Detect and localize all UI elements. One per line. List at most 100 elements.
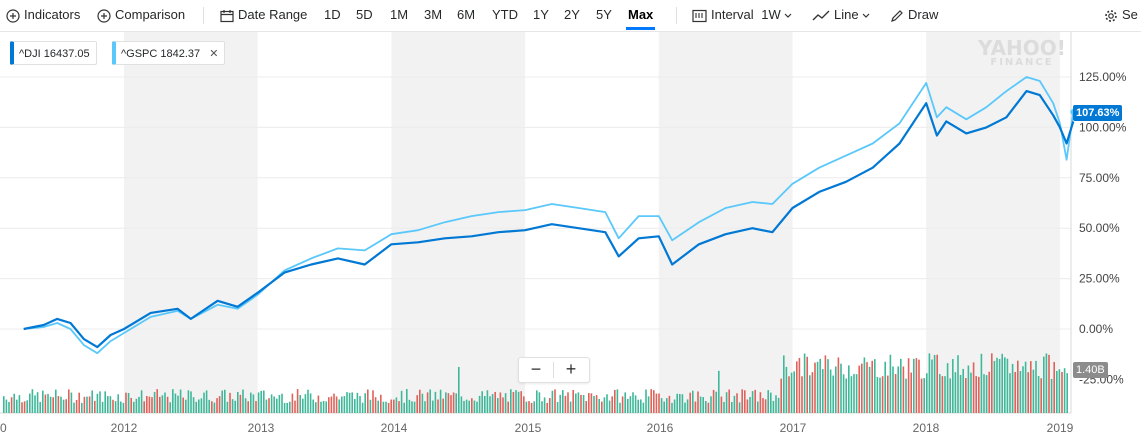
- volume-bar: [283, 402, 286, 413]
- volume-bar: [546, 402, 548, 413]
- toolbar-divider: [676, 7, 677, 24]
- volume-bar: [315, 402, 317, 413]
- volume-bar: [23, 401, 26, 413]
- volume-bar: [252, 394, 255, 413]
- range-1d[interactable]: 1D: [324, 7, 341, 22]
- last-value-badge: 107.63%: [1073, 105, 1123, 121]
- volume-bar: [694, 401, 697, 413]
- volume-bar: [5, 399, 8, 413]
- volume-bar: [543, 397, 546, 413]
- legend-chip-dji[interactable]: ^DJI 16437.05: [10, 41, 97, 65]
- volume-bar: [408, 399, 411, 413]
- indicators-button[interactable]: Indicators: [6, 0, 80, 30]
- legend-value: 16437.05: [43, 48, 90, 60]
- volume-bar: [598, 398, 600, 413]
- volume-bar: [554, 389, 556, 413]
- x-tick-label: 2018: [913, 421, 940, 435]
- volume-bar: [764, 399, 767, 413]
- y-tick-label: 50.00%: [1079, 221, 1120, 235]
- x-tick-label: 2017: [780, 421, 807, 435]
- volume-bar: [34, 395, 36, 413]
- volume-bar: [946, 363, 949, 413]
- volume-bar: [515, 390, 517, 413]
- volume-bar: [507, 401, 509, 413]
- volume-bar: [151, 397, 153, 413]
- volume-bar: [237, 391, 239, 413]
- volume-bar: [741, 389, 743, 413]
- series-line-dji: [23, 90, 1075, 349]
- volume-bar: [525, 401, 528, 413]
- range-5y[interactable]: 5Y: [596, 7, 612, 22]
- volume-bar: [975, 376, 977, 413]
- volume-bar: [286, 402, 288, 413]
- volume-bar: [270, 394, 273, 413]
- date-range-button[interactable]: Date Range: [220, 0, 307, 30]
- volume-bar: [985, 375, 988, 413]
- volume-bar: [429, 389, 431, 413]
- interval-button[interactable]: Interval 1W: [692, 0, 792, 30]
- comparison-button[interactable]: Comparison: [97, 0, 185, 30]
- chart-type-button[interactable]: Line: [812, 0, 870, 30]
- volume-bar: [390, 399, 392, 413]
- volume-bar: [148, 396, 151, 413]
- volume-bar: [944, 376, 946, 413]
- volume-bar: [822, 369, 824, 413]
- y-tick-label: 100.00%: [1079, 120, 1127, 134]
- range-5d[interactable]: 5D: [356, 7, 373, 22]
- draw-button[interactable]: Draw: [890, 0, 938, 30]
- date-range-label: Date Range: [238, 7, 308, 22]
- volume-bar: [900, 358, 902, 413]
- close-icon[interactable]: ✕: [209, 48, 219, 60]
- volume-bar: [174, 393, 177, 413]
- legend-value: 1842.37: [160, 48, 201, 60]
- volume-bar: [949, 378, 951, 413]
- volume-bar: [312, 399, 314, 413]
- volume-bar: [393, 399, 395, 413]
- volume-bar: [192, 397, 195, 413]
- volume-bar: [676, 393, 678, 413]
- watermark-finance: FINANCE: [990, 57, 1054, 68]
- volume-bar: [161, 395, 164, 413]
- volume-bar: [590, 393, 593, 413]
- volume-bar: [226, 401, 229, 413]
- range-max[interactable]: Max: [625, 0, 656, 30]
- range-1y[interactable]: 1Y: [533, 7, 549, 22]
- volume-bar: [749, 397, 751, 413]
- volume-bar: [858, 365, 860, 413]
- legend-chip-gspc[interactable]: ^GSPC 1842.37 ✕: [112, 41, 226, 65]
- volume-bar: [104, 391, 106, 413]
- volume-bar: [169, 402, 171, 413]
- settings-button[interactable]: Se: [1104, 0, 1138, 30]
- volume-bar: [114, 401, 117, 413]
- volume-bar: [143, 401, 145, 413]
- zoom-in-button[interactable]: +: [565, 359, 577, 379]
- volume-bar: [520, 391, 522, 413]
- volume-bar: [94, 400, 96, 413]
- volume-bar: [216, 398, 218, 413]
- volume-bar: [549, 398, 551, 413]
- volume-bar: [577, 392, 580, 413]
- x-tick-label: 2014: [381, 421, 408, 435]
- range-6m[interactable]: 6M: [457, 7, 476, 22]
- volume-bar: [728, 389, 730, 413]
- volume-bar: [658, 393, 660, 413]
- volume-bar: [489, 396, 491, 413]
- range-ytd[interactable]: YTD: [492, 7, 518, 22]
- zoom-out-button[interactable]: −: [530, 359, 542, 379]
- volume-bar: [504, 393, 507, 413]
- volume-bar: [842, 374, 845, 413]
- volume-bar: [920, 378, 923, 413]
- range-2y[interactable]: 2Y: [564, 7, 580, 22]
- volume-bar: [156, 389, 158, 413]
- volume-bar: [1011, 363, 1014, 413]
- y-tick-label: 125.00%: [1079, 70, 1127, 84]
- volume-bar: [660, 398, 663, 413]
- volume-bar: [809, 375, 811, 413]
- range-3m[interactable]: 3M: [424, 7, 443, 22]
- volume-bar: [481, 391, 483, 413]
- comparison-chart[interactable]: 125.00%100.00%75.00%50.00%25.00%0.00%-25…: [0, 32, 1141, 438]
- volume-bar: [757, 401, 759, 413]
- volume-bar: [476, 401, 478, 413]
- range-1m[interactable]: 1M: [390, 7, 409, 22]
- volume-bar: [894, 374, 897, 413]
